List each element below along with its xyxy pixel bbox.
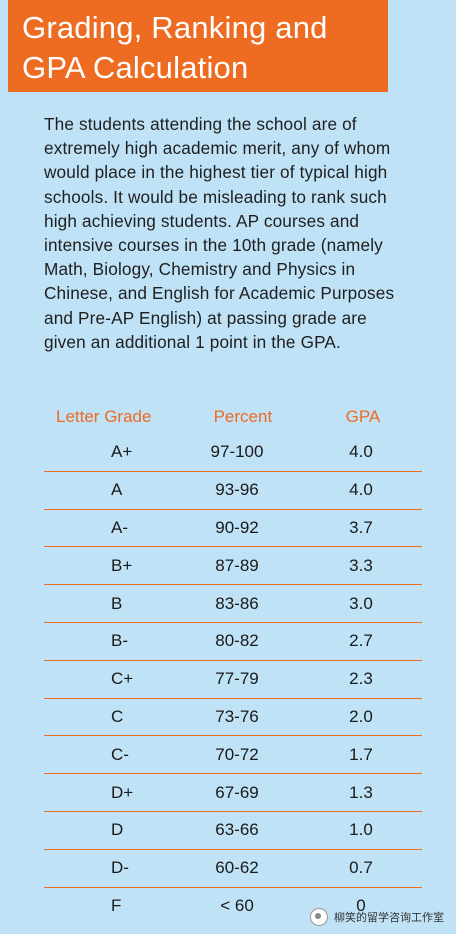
cell-gpa: 3.7 [349, 517, 373, 537]
watermark-text: 柳笑的留学咨询工作室 [334, 912, 444, 924]
intro-line: Chinese, and English for Academic Purpos… [44, 283, 395, 304]
cell-percent: 80-82 [215, 631, 259, 651]
cell-gpa: 1.0 [349, 820, 373, 840]
table-row: A- 90-92 3.7 [44, 510, 422, 548]
cell-percent: 83-86 [215, 593, 259, 613]
table-row: A+ 97-100 4.0 [44, 434, 422, 472]
intro-line: Math, Biology, Chemistry and Physics in [44, 259, 356, 280]
cell-percent: 63-66 [215, 820, 259, 840]
cell-gpa: 2.0 [349, 706, 373, 726]
cell-percent: 77-79 [215, 669, 259, 689]
cell-gpa: 0.7 [349, 858, 373, 878]
grade-table: Letter Grade Percent GPA A+ 97-100 4.0 A 93-… [44, 400, 422, 925]
wechat-icon [310, 908, 328, 926]
table-row: A 93-96 4.0 [44, 472, 422, 510]
header-percent: Percent [213, 407, 273, 426]
cell-gpa: 3.3 [349, 555, 373, 575]
cell-percent: 70-72 [215, 744, 259, 764]
title-banner: Grading, Ranking and GPA Calculation [8, 0, 388, 92]
watermark: 柳笑的留学咨询工作室 [310, 908, 444, 926]
table-row: B 83-86 3.0 [44, 585, 422, 623]
intro-line: would place in the highest tier of typic… [44, 162, 388, 183]
intro-line: given an additional 1 point in the GPA. [44, 331, 341, 352]
cell-gpa: 2.7 [349, 631, 373, 651]
intro-line: The students attending the school are of [44, 114, 357, 134]
cell-gpa: 4.0 [349, 480, 373, 500]
table-row: B+ 87-89 3.3 [44, 547, 422, 586]
table-row: B- 80-82 2.7 [44, 623, 422, 661]
cell-letter-grade: C [111, 706, 124, 726]
cell-percent: 90-92 [215, 517, 259, 537]
header-letter-grade: Letter Grade [56, 407, 152, 426]
cell-percent: 97-100 [210, 442, 264, 462]
cell-gpa: 1.3 [349, 782, 373, 802]
table-row: C+ 77-79 2.3 [44, 661, 422, 699]
cell-letter-grade: A- [111, 517, 128, 537]
intro-line: schools. It would be misleading to rank … [44, 186, 387, 207]
cell-gpa: 4.0 [349, 442, 373, 462]
cell-letter-grade: B [111, 593, 123, 613]
intro-paragraph: The students attending the school are of… [44, 112, 424, 354]
cell-letter-grade: A [111, 480, 123, 500]
cell-letter-grade: D [111, 820, 124, 840]
table-row: C 73-76 2.0 [44, 699, 422, 737]
cell-gpa: 3.0 [349, 593, 373, 613]
cell-letter-grade: B- [111, 631, 128, 651]
table-row: D- 60-62 0.7 [44, 850, 422, 888]
cell-percent: 87-89 [215, 555, 259, 575]
cell-letter-grade: F [111, 896, 122, 916]
intro-line: and Pre-AP English) at passing grade are [44, 307, 367, 328]
intro-line: high achieving students. AP courses and [44, 210, 360, 231]
table-row: C- 70-72 1.7 [44, 736, 422, 775]
page-title-line-2: GPA Calculation [22, 50, 249, 85]
cell-percent: 93-96 [215, 480, 259, 500]
cell-percent: 73-76 [215, 706, 259, 726]
page-title-line-1: Grading, Ranking and [22, 10, 328, 45]
cell-percent: 60-62 [215, 858, 259, 878]
cell-percent: < 60 [220, 896, 254, 916]
header-gpa: GPA [345, 407, 381, 426]
cell-gpa: 0 [356, 896, 366, 916]
cell-gpa: 1.7 [349, 744, 373, 764]
cell-percent: 67-69 [215, 782, 259, 802]
cell-gpa: 2.3 [349, 669, 373, 689]
cell-letter-grade: D- [111, 858, 129, 878]
table-row: F < 60 0 [44, 888, 422, 926]
table-row: D+ 67-69 1.3 [44, 774, 422, 812]
table-header-row: Letter Grade Percent GPA [44, 400, 422, 434]
cell-letter-grade: C+ [111, 669, 134, 689]
cell-letter-grade: B+ [111, 555, 133, 575]
table-row: D 63-66 1.0 [44, 812, 422, 850]
cell-letter-grade: D+ [111, 782, 134, 802]
intro-line: intensive courses in the 10th grade (nam… [44, 235, 383, 256]
table-body: A+ 97-100 4.0 A 93-96 4.0 A- 90-92 3.7 B+ 87-89 3.3… [44, 434, 422, 925]
intro-line: extremely high academic merit, any of wh… [44, 138, 391, 159]
cell-letter-grade: A+ [111, 442, 133, 462]
cell-letter-grade: C- [111, 744, 129, 764]
